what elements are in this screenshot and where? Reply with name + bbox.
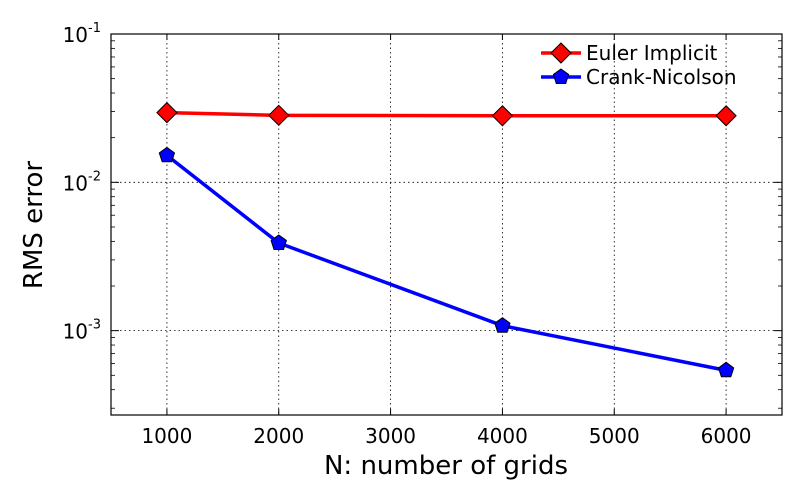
x-tick-labels: 1000 2000 3000 4000 5000 6000: [141, 424, 751, 448]
legend-marker-euler-implicit: [550, 42, 572, 64]
series-layer: [156, 101, 737, 378]
y-tick-labels: 10-3 10-2 10-1: [63, 21, 101, 344]
data-point-crank-nicolson: [270, 234, 287, 250]
series-line-euler-implicit: [166, 110, 727, 118]
x-tick-label: 1000: [141, 424, 192, 448]
x-tick-label: 3000: [365, 424, 416, 448]
x-tick-label: 2000: [253, 424, 304, 448]
data-point-crank-nicolson: [717, 361, 735, 378]
x-tick-label: 5000: [589, 424, 640, 448]
data-point-euler-implicit: [268, 104, 290, 127]
y-tick-label: 10-1: [63, 21, 101, 47]
legend: Euler Implicit Crank-Nicolson: [541, 41, 737, 89]
plot-frame: [110, 33, 783, 416]
data-point-crank-nicolson: [158, 146, 176, 163]
data-point-euler-implicit: [156, 101, 178, 124]
data-point-crank-nicolson: [494, 317, 511, 333]
x-tick-label: 4000: [477, 424, 528, 448]
y-axis-title: RMS error: [19, 161, 49, 290]
x-tick-label: 6000: [701, 424, 752, 448]
data-point-euler-implicit: [715, 105, 737, 127]
series-line-crank-nicolson: [165, 153, 727, 373]
y-tick-label: 10-2: [63, 169, 101, 195]
legend-marker-crank-nicolson: [552, 68, 570, 84]
grid-lines: [111, 33, 782, 415]
data-point-euler-implicit: [491, 105, 514, 127]
x-axis-title: N: number of grids: [324, 451, 568, 481]
legend-label-euler-implicit: Euler Implicit: [586, 41, 717, 65]
y-tick-label: 10-3: [63, 318, 101, 344]
legend-label-crank-nicolson: Crank-Nicolson: [586, 65, 737, 89]
